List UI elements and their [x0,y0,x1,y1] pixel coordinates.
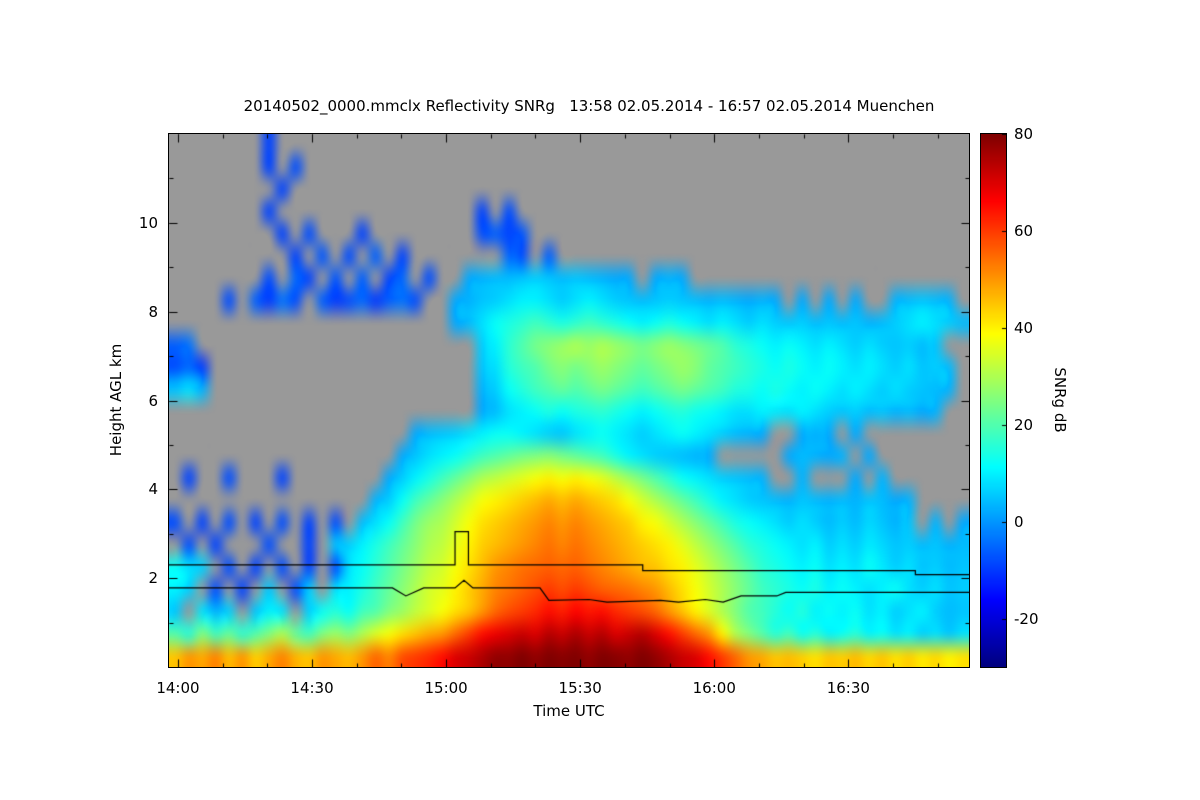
colorbar-tick-label: 40 [1014,318,1034,337]
x-tick-label: 15:30 [558,679,602,697]
colorbar-label: SNRg dB [1051,367,1069,433]
x-tick-label: 16:30 [826,679,870,697]
x-tick-label: 15:00 [424,679,468,697]
x-tick-label: 14:30 [290,679,334,697]
plot-area [168,133,970,668]
x-tick-label: 16:00 [692,679,736,697]
x-axis-label: Time UTC [533,702,605,720]
colorbar-tick-label: 60 [1014,221,1034,240]
y-tick-label: 6 [148,391,158,410]
colorbar-tick-label: 0 [1014,512,1024,531]
colorbar [980,133,1007,668]
y-tick-label: 4 [148,480,158,499]
heatmap-canvas [169,134,969,667]
colorbar-tick-label: -20 [1014,609,1039,628]
colorbar-canvas [981,134,1006,667]
colorbar-tick-label: 20 [1014,415,1034,434]
colorbar-tick-label: 80 [1014,125,1034,143]
y-tick-label: 2 [148,569,158,588]
y-tick-label: 8 [148,302,158,321]
y-tick-label: 10 [138,213,158,232]
x-tick-label: 14:00 [156,679,200,697]
chart-title: 20140502_0000.mmclx Reflectivity SNRg 13… [243,97,935,115]
